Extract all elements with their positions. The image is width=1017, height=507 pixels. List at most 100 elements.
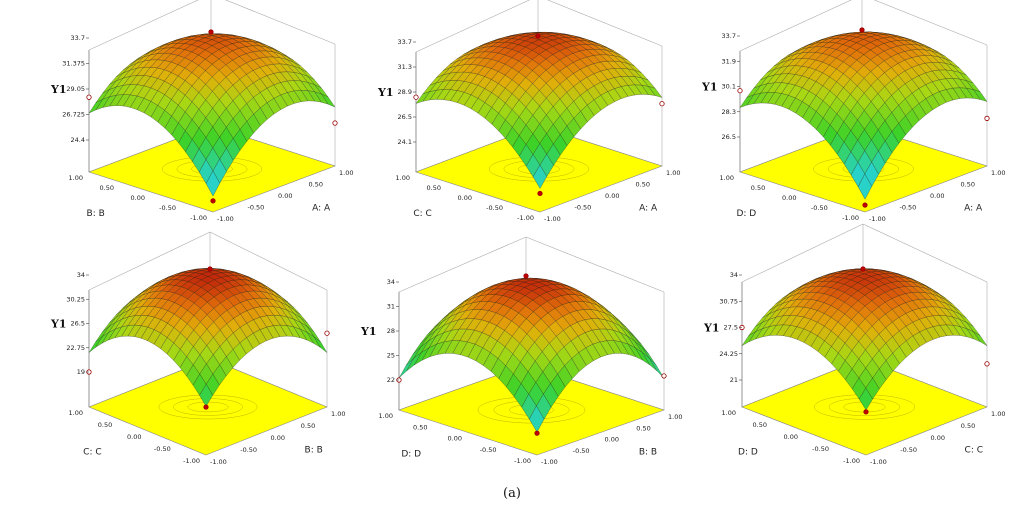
surface-panel-2: 24.1 26.5 28.9 31.3 33.7 Y1 -1.00 -0.50 0.00 0.50… [377,0,680,223]
x-tick-label: 0.50 [636,424,650,432]
surface-cell [199,383,213,407]
depth-tick-label: -1.00 [190,214,207,222]
design-point [413,94,419,100]
z-tick-label: 31.375 [62,60,85,68]
surface-panel-6: 21 24.25 27.5 30.75 34 Y1 -1.00 -0.50 0.00 0.50 1.… [703,223,1005,466]
z-tick-label: 24.1 [398,138,412,146]
z-tick-label: 26.5 [398,113,412,121]
response-surface-mesh [398,277,665,433]
x-tick-label: 0.50 [301,422,315,430]
z-tick-label: 26.5 [71,320,85,328]
x-tick-label: 0.00 [930,192,944,200]
x-tick-label: 1.00 [991,169,1005,177]
depth-tick-label: 1.00 [396,174,410,182]
x-tick-label: -1.00 [210,458,227,466]
z-tick-label: 31.3 [398,63,412,71]
design-point [210,198,216,204]
design-point [984,115,990,121]
x-tick-label: 0.50 [961,422,975,430]
top-left-edge [415,0,531,53]
z-tick-label: 31 [387,303,395,311]
x-tick-label: 1.00 [339,169,353,177]
surface-cell [532,164,547,189]
depth-tick-label: -0.50 [159,204,176,212]
design-point [860,266,866,272]
depth-tick-label: -1.00 [514,457,531,465]
z-tick-label: 26.5 [722,133,736,141]
depth-axis-title: D: D [738,448,758,458]
x-tick-label: -0.50 [575,204,592,212]
x-tick-label: 1.00 [991,410,1005,418]
depth-axis-title: B: B [87,209,105,219]
design-point [86,94,92,100]
z-tick-label: 34 [730,271,738,279]
depth-axis-title: C: C [83,448,101,458]
design-point [661,373,667,379]
x-tick-label: 0.50 [961,181,975,189]
depth-tick-label: -1.00 [843,457,860,465]
x-axis-title: A: A [964,204,983,214]
x-tick-label: -1.00 [217,215,234,223]
depth-tick-label: 0.00 [784,433,798,441]
x-tick-label: 1.00 [331,410,345,418]
z-tick-label: 24.25 [719,350,738,358]
x-tick-label: -1.00 [869,215,886,223]
z-tick-label: 26.725 [62,111,85,119]
x-tick-label: -0.50 [900,446,917,454]
depth-tick-label: -1.00 [517,214,534,222]
x-tick-label: -1.00 [541,458,558,466]
z-axis-title: Y1 [377,86,394,99]
x-tick-label: -0.50 [248,204,265,212]
depth-tick-label: 0.00 [448,435,462,443]
x-axis-title: A: A [639,204,658,214]
depth-axis-title: C: C [413,209,431,219]
depth-tick-label: -0.50 [480,446,497,454]
top-left-edge [739,0,852,52]
z-tick-label: 31.9 [722,57,736,65]
z-tick-label: 24.4 [71,136,85,144]
depth-tick-label: 0.50 [98,421,112,429]
depth-tick-label: -0.50 [811,204,828,212]
surface-panel-3: 26.5 28.3 30.1 31.9 33.7 Y1 -1.00 -0.50 0.00 0.50… [701,0,1005,223]
z-tick-label: 29.05 [66,85,85,93]
design-point [659,101,665,107]
z-tick-label: 22 [387,376,395,384]
z-tick-label: 33.7 [398,38,412,46]
top-right-edge [225,0,336,45]
design-point [207,266,213,272]
x-axis-title: B: B [639,447,657,457]
depth-tick-label: 0.50 [753,421,767,429]
x-tick-label: 0.50 [636,181,650,189]
design-point [863,409,869,415]
x-tick-label: 1.00 [666,169,680,177]
x-tick-label: 0.00 [271,434,285,442]
depth-axis-title: D: D [401,449,421,459]
z-tick-label: 28.9 [398,88,412,96]
surface-cell [398,358,414,379]
z-axis-title: Y1 [701,81,718,94]
depth-tick-label: 0.50 [100,184,114,192]
response-surface-mesh [739,31,988,200]
depth-tick-label: 0.00 [458,194,472,202]
x-tick-label: 0.00 [931,434,945,442]
z-tick-label: 25 [387,352,395,360]
response-surface-mesh [88,33,336,197]
z-tick-label: 28.3 [722,108,736,116]
depth-tick-label: 1.00 [722,409,736,417]
surface-panel-5: 22 25 28 31 34 Y1 -1.00 -0.50 0.00 0.50 1.00 D: D -1… [360,236,682,466]
top-right-edge [209,231,328,291]
surface-cell [88,336,103,353]
x-tick-label: 1.00 [668,413,682,421]
x-tick-label: -1.00 [544,215,561,223]
z-axis-title: Y1 [360,325,377,338]
depth-tick-label: 0.00 [127,433,141,441]
z-tick-label: 30.1 [722,83,736,91]
top-left-edge [741,223,864,283]
z-axis-title: Y1 [50,83,67,96]
x-axis-title: B: B [305,446,323,456]
x-tick-label: -0.50 [900,204,917,212]
surface-cell [529,405,545,433]
design-point [862,202,868,208]
depth-tick-label: 1.00 [379,412,393,420]
depth-tick-label: 0.50 [413,423,427,431]
